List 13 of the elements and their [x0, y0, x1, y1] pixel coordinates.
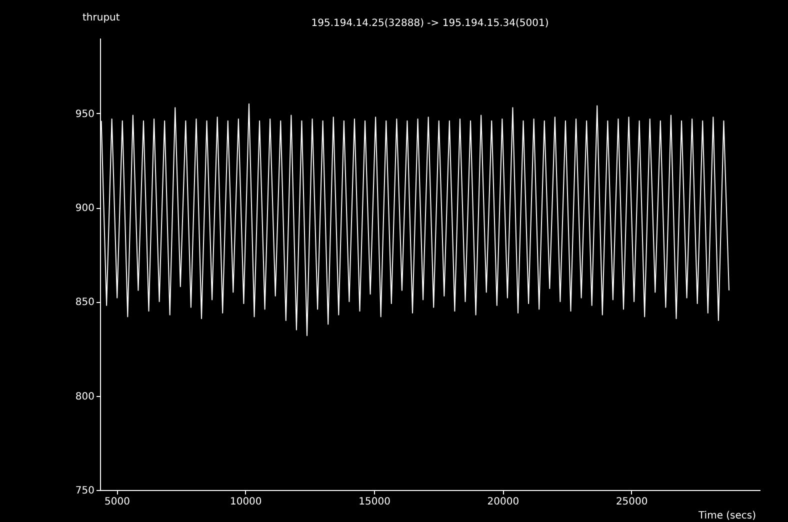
x-tick-label: 15000: [358, 496, 390, 508]
y-tick-label: 800: [75, 391, 94, 402]
y-tick-label: 950: [75, 108, 94, 120]
x-tick-label: 5000: [104, 496, 130, 508]
y-axis-title: thruput: [82, 12, 120, 24]
y-tick-label: 900: [75, 203, 94, 214]
x-tick-label: 20000: [487, 496, 520, 508]
x-tick-label: 25000: [616, 496, 648, 508]
x-tick-label: 10000: [230, 496, 262, 508]
chart-title: 195.194.14.25(32888) -> 195.194.15.34(5001): [311, 18, 549, 29]
x-axis-title: Time (secs): [698, 510, 756, 522]
y-tick-label: 850: [75, 297, 94, 308]
y-tick-label: 750: [75, 486, 94, 496]
